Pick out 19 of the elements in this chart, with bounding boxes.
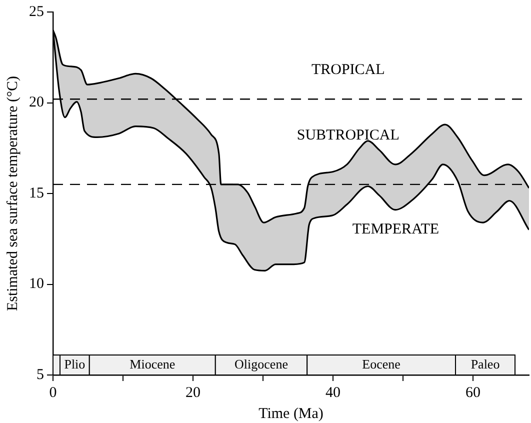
x-tick-label: 40 [326, 384, 340, 401]
x-tick-label: 60 [466, 384, 480, 401]
band-label: Eocene [362, 356, 401, 372]
y-axis-title: Estimated sea surface temperature (°C) [4, 76, 21, 312]
x-tick-label: 0 [49, 384, 57, 401]
annotation: TEMPERATE [352, 222, 440, 238]
x-axis-title: Time (Ma) [258, 406, 324, 422]
y-tick-label: 15 [29, 185, 44, 202]
y-tick-label: 5 [36, 366, 44, 383]
band-label: Plio [64, 356, 86, 372]
x-tick-label: 20 [186, 384, 200, 401]
y-tick-label: 20 [29, 94, 44, 111]
annotation: TROPICAL [311, 62, 385, 78]
band-label: Paleo [470, 356, 500, 372]
band-label: Miocene [130, 356, 176, 372]
band-label: Oligocene [234, 356, 288, 372]
annotation: SUBTROPICAL [296, 127, 400, 144]
y-tick-label: 25 [29, 4, 44, 20]
y-tick-label: 10 [29, 276, 44, 292]
